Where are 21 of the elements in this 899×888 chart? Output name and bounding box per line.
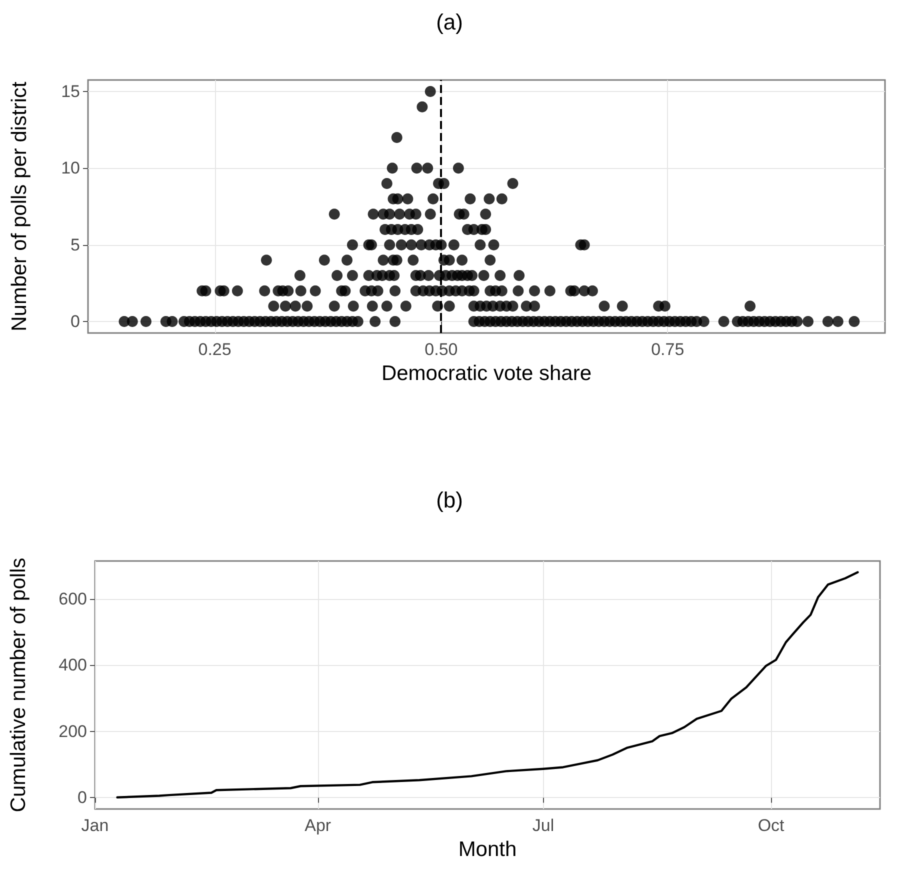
- y-axis-title: Number of polls per district: [8, 81, 31, 332]
- x-axis-title: Democratic vote share: [381, 362, 592, 385]
- y-tick-label: 0: [70, 312, 80, 331]
- x-tick-label: 0.25: [198, 340, 232, 359]
- y-tick-label: 0: [78, 788, 87, 808]
- y-tick-label: 10: [61, 158, 80, 178]
- y-tick-label: 15: [61, 82, 80, 101]
- y-tick-label: 400: [58, 656, 87, 675]
- x-axis-title: Month: [458, 838, 517, 861]
- x-tick-label: Apr: [304, 816, 332, 835]
- y-axis-title: Cumulative number of polls: [7, 558, 30, 812]
- x-tick-label: Jan: [81, 816, 109, 835]
- x-tick-label: Jul: [532, 816, 554, 835]
- chart-title: (a): [436, 10, 463, 34]
- y-tick-label: 600: [58, 589, 87, 608]
- x-tick-label: Oct: [758, 816, 785, 835]
- x-tick-label: 0.75: [651, 340, 684, 359]
- y-tick-label: 200: [58, 722, 87, 741]
- y-tick-label: 5: [70, 235, 80, 254]
- x-tick-label: 0.50: [424, 340, 458, 359]
- chart-title: (b): [436, 488, 463, 512]
